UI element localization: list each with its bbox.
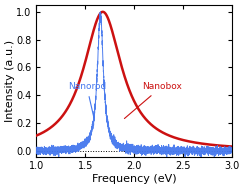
X-axis label: Frequency (eV): Frequency (eV) [92, 174, 176, 184]
Text: Nanobox: Nanobox [124, 82, 182, 119]
Text: Nanorod: Nanorod [68, 82, 106, 118]
Y-axis label: Intensity (a.u.): Intensity (a.u.) [5, 40, 15, 122]
